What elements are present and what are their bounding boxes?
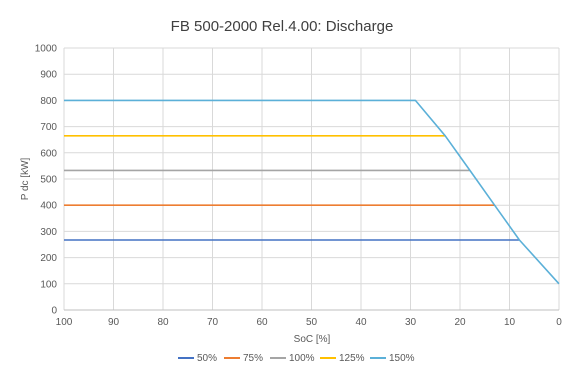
series-lines	[64, 99, 560, 285]
y-tick-label: 600	[40, 148, 57, 159]
legend-label-150pct: 150%	[389, 353, 415, 364]
x-tick-label: 80	[157, 317, 169, 328]
x-tick-label: 40	[355, 317, 367, 328]
y-tick-label: 100	[40, 279, 57, 290]
x-tick-label: 20	[454, 317, 466, 328]
series-line-150pct	[64, 99, 560, 285]
x-tick-label: 100	[56, 317, 73, 328]
legend-label-75pct: 75%	[243, 353, 263, 364]
y-axis-label: P dc [kW]	[20, 157, 31, 200]
y-tick-label: 200	[40, 253, 57, 264]
x-tick-label: 50	[306, 317, 318, 328]
legend: 50% 75% 100% 125% 150%	[178, 353, 415, 364]
legend-label-50pct: 50%	[197, 353, 217, 364]
x-axis-label: SoC [%]	[294, 334, 331, 345]
y-tick-label: 900	[40, 70, 57, 81]
y-tick-label: 800	[40, 96, 57, 107]
x-tick-labels: 100 90 80 70 60 50 40 30 20 10 0	[56, 317, 563, 328]
x-tick-label: 60	[256, 317, 268, 328]
y-tick-label: 500	[40, 175, 57, 186]
x-tick-label: 70	[207, 317, 219, 328]
legend-label-125pct: 125%	[339, 353, 365, 364]
chart-title: FB 500-2000 Rel.4.00: Discharge	[171, 18, 394, 35]
grid	[63, 47, 560, 311]
y-tick-label: 0	[51, 306, 57, 317]
x-tick-label: 30	[405, 317, 417, 328]
y-tick-label: 700	[40, 122, 57, 133]
y-tick-label: 400	[40, 201, 57, 212]
x-tick-label: 90	[108, 317, 120, 328]
legend-label-100pct: 100%	[289, 353, 315, 364]
y-tick-label: 1000	[35, 44, 58, 55]
x-tick-label: 10	[504, 317, 516, 328]
x-tick-label: 0	[556, 317, 562, 328]
y-tick-label: 300	[40, 227, 57, 238]
y-tick-labels: 0 100 200 300 400 500 600 700 800 900 1000	[35, 44, 58, 317]
